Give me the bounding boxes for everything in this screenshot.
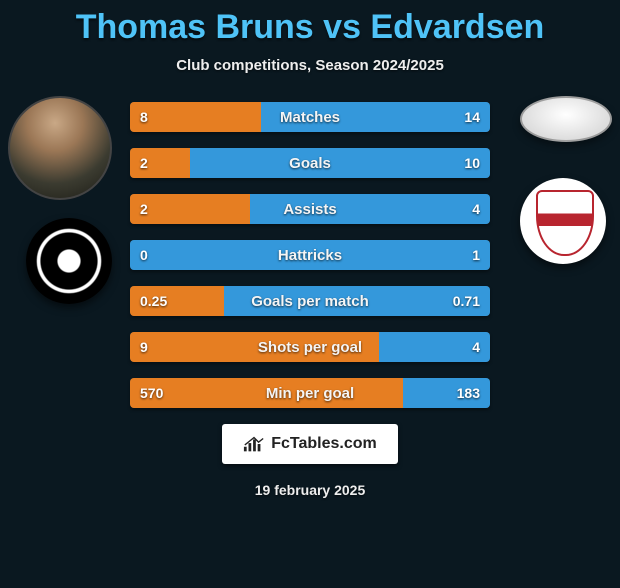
stat-row: 0.250.71Goals per match xyxy=(130,286,490,316)
comparison-content: 814Matches 210Goals 24Assists 01Hattricks 0.… xyxy=(0,96,620,408)
stat-row: 94Shots per goal xyxy=(130,332,490,362)
stat-bar-left xyxy=(130,286,224,316)
stat-bar-right xyxy=(379,332,490,362)
footer-brand-badge: FcTables.com xyxy=(222,424,398,464)
chart-icon xyxy=(243,435,265,453)
stat-row: 01Hattricks xyxy=(130,240,490,270)
date-text: 19 february 2025 xyxy=(0,482,620,498)
player1-avatar xyxy=(8,96,112,200)
subtitle: Club competitions, Season 2024/2025 xyxy=(0,57,620,74)
stat-row: 210Goals xyxy=(130,148,490,178)
stat-bar-right xyxy=(224,286,490,316)
stat-bar-right xyxy=(130,240,490,270)
stat-row: 570183Min per goal xyxy=(130,378,490,408)
stat-bar-left xyxy=(130,194,250,224)
stat-bar-right xyxy=(190,148,490,178)
stat-bar-left xyxy=(130,332,379,362)
comparison-bars: 814Matches 210Goals 24Assists 01Hattricks 0.… xyxy=(130,96,490,408)
stat-row: 814Matches xyxy=(130,102,490,132)
player2-avatar xyxy=(520,96,612,142)
page-title: Thomas Bruns vs Edvardsen xyxy=(0,8,620,47)
stat-bar-right xyxy=(250,194,490,224)
stat-bar-right xyxy=(261,102,490,132)
player1-club-logo xyxy=(26,218,112,304)
right-avatars xyxy=(520,96,612,264)
left-avatars xyxy=(8,96,112,304)
stat-bar-right xyxy=(403,378,490,408)
footer-brand-text: FcTables.com xyxy=(271,435,377,453)
player2-club-logo xyxy=(520,178,606,264)
stat-bar-left xyxy=(130,102,261,132)
stat-bar-left xyxy=(130,148,190,178)
stat-row: 24Assists xyxy=(130,194,490,224)
stat-bar-left xyxy=(130,378,403,408)
